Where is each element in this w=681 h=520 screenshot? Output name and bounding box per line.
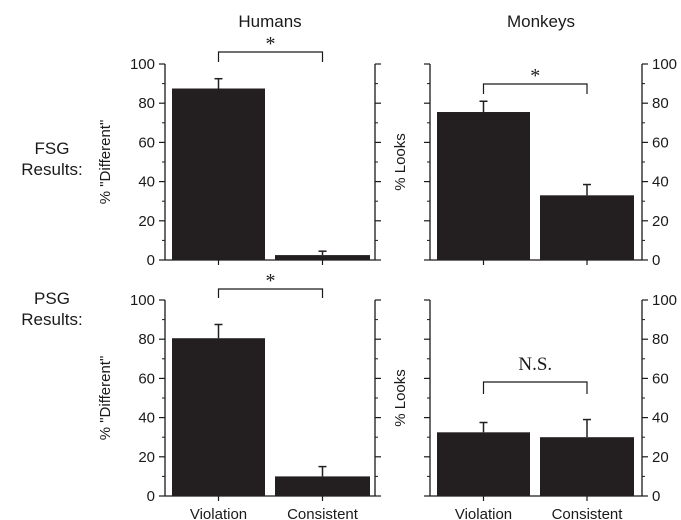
category-label: Consistent <box>552 506 624 520</box>
y-tick-label: 20 <box>652 449 669 466</box>
significance-bracket <box>482 83 588 94</box>
significance-bracket <box>217 288 324 298</box>
y-tick-label: 100 <box>130 56 155 73</box>
chart-panel-3: 0 20 40 60 80 100 % Looks Violation Consistent N.… <box>392 292 677 520</box>
y-tick-label: 100 <box>652 292 677 309</box>
y-tick-label: 60 <box>138 370 155 387</box>
y-tick-label: 60 <box>138 134 155 151</box>
y-axis-label: % Looks <box>392 369 409 427</box>
column-title-humans: Humans <box>238 12 301 31</box>
y-tick-label: 0 <box>147 252 155 269</box>
y-tick-label: 20 <box>652 213 669 230</box>
significance-label: * <box>530 65 540 87</box>
chart-panel-0: 0 20 40 60 80 100 % "Different" * <box>97 33 381 269</box>
y-tick-label: 40 <box>138 410 155 427</box>
y-tick-label: 0 <box>147 488 155 505</box>
bar-violation <box>172 338 265 496</box>
bar-consistent <box>540 437 634 496</box>
row-label-fsg-results: Results: <box>21 160 82 179</box>
chart-panel-1: 0 20 40 60 80 100 % Looks * <box>392 56 677 269</box>
bar-consistent <box>540 195 634 260</box>
chart-panel-2: 0 20 40 60 80 100 % "Different" Violation Consis… <box>97 270 381 520</box>
y-axis-label: % "Different" <box>97 120 114 205</box>
y-tick-label: 0 <box>652 252 660 269</box>
category-label: Violation <box>455 506 512 520</box>
bar-violation <box>437 432 530 496</box>
significance-label: * <box>266 33 276 55</box>
category-label: Consistent <box>287 506 359 520</box>
row-label-fsg: FSG <box>35 139 70 158</box>
y-tick-label: 80 <box>652 95 669 112</box>
y-tick-label: 100 <box>130 292 155 309</box>
y-axis-label: % Looks <box>392 133 409 191</box>
significance-label: N.S. <box>518 354 552 375</box>
y-tick-label: 80 <box>138 331 155 348</box>
bar-violation <box>172 88 265 260</box>
significance-bracket <box>482 381 588 394</box>
bar-violation <box>437 112 530 261</box>
y-tick-label: 40 <box>138 174 155 191</box>
y-tick-label: 80 <box>652 331 669 348</box>
y-tick-label: 100 <box>652 56 677 73</box>
y-tick-label: 20 <box>138 449 155 466</box>
bar-consistent <box>275 255 370 260</box>
y-tick-label: 20 <box>138 213 155 230</box>
y-tick-label: 80 <box>138 95 155 112</box>
y-tick-label: 60 <box>652 370 669 387</box>
bar-consistent <box>275 476 370 496</box>
column-title-monkeys: Monkeys <box>507 12 575 31</box>
y-tick-label: 0 <box>652 488 660 505</box>
row-label-psg-results: Results: <box>21 310 82 329</box>
significance-label: * <box>266 270 276 292</box>
y-tick-label: 40 <box>652 410 669 427</box>
y-axis-label: % "Different" <box>97 356 114 441</box>
category-label: Violation <box>190 506 247 520</box>
significance-bracket <box>217 51 324 62</box>
row-label-psg: PSG <box>34 289 70 308</box>
y-tick-label: 40 <box>652 174 669 191</box>
y-tick-label: 60 <box>652 134 669 151</box>
